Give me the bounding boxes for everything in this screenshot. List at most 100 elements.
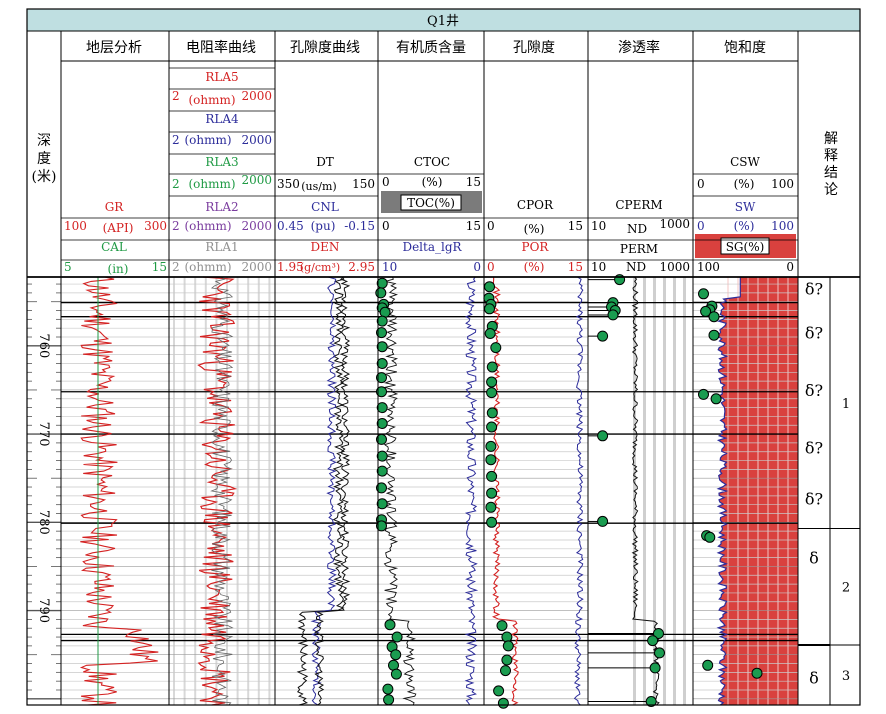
ctoc-unit: (%): [422, 175, 443, 189]
por-sample-dot: [484, 303, 495, 315]
dt-lo: 350: [277, 177, 300, 191]
por-sample-dot: [484, 281, 495, 293]
perm-hi: 1000: [659, 260, 690, 274]
por-sample-dot: [486, 361, 498, 373]
por-sample-dot: [490, 342, 502, 354]
sw-curve: [716, 277, 741, 706]
sw-sample-dot: [704, 531, 716, 543]
conclusion-zone-label: 3: [842, 669, 850, 684]
gr-name: GR: [105, 200, 125, 214]
toc-sample-dot: [376, 450, 388, 462]
dt-unit: (us/m): [301, 180, 336, 193]
sw-sample-dot: [700, 305, 712, 317]
sg-name: SG(%): [726, 240, 765, 254]
sw-sample-dot: [710, 393, 722, 405]
cpor-lo: 0: [487, 219, 495, 233]
por-sample-dot: [502, 640, 514, 652]
rla3-hi: 2000: [241, 173, 272, 187]
toc-sample-dot: [376, 433, 387, 445]
den-name: DEN: [311, 240, 340, 254]
perm-sample-dot: [654, 647, 665, 659]
rla5-name: RLA5: [205, 70, 238, 84]
toc-sample-dot: [376, 341, 388, 353]
cpor-curve: [573, 276, 584, 706]
rla4-unit: (ohmm): [184, 133, 231, 147]
conclusion-zone-label: 1: [842, 397, 850, 412]
csw-unit: (%): [734, 177, 755, 191]
toc-legend-box: [400, 194, 462, 211]
por-unit: (%): [524, 260, 545, 274]
ctoc-hi: 15: [466, 175, 481, 189]
toc-sample-dot: [376, 358, 388, 369]
ctoc-name: CTOC: [414, 155, 450, 169]
perm-grid-band: [643, 277, 646, 705]
conclusion-mark: δ?: [805, 381, 823, 400]
cnl-hi: -0.15: [344, 219, 375, 233]
perm-sample-dot: [597, 330, 609, 342]
dt-curve: [296, 276, 346, 706]
por-sample-dot: [501, 654, 513, 666]
chart-title: Q1井: [427, 14, 459, 29]
cperm-lo: 10: [591, 219, 606, 233]
rla1-lo: 2: [172, 260, 180, 274]
toc-sample-dot: [376, 402, 388, 414]
sw-sample-dot: [751, 667, 763, 679]
csw-lo: 0: [697, 177, 705, 191]
por-sample-dot: [496, 620, 508, 632]
perm-sample-dot: [647, 635, 659, 647]
res-grid-band: [257, 277, 260, 705]
sg-legend-box: [720, 237, 770, 255]
cal-name: CAL: [101, 240, 127, 254]
col-title-organic: 有机质含量: [396, 40, 466, 56]
toc-sample-dot: [391, 631, 403, 643]
por-name: POR: [522, 240, 550, 254]
res-grid-band: [268, 277, 271, 705]
rla1-hi: 2000: [241, 260, 272, 274]
cperm-hi: 1000: [659, 217, 690, 231]
depth-header-3: (米): [32, 169, 57, 185]
conclusion-mark: δ?: [805, 280, 823, 299]
sw-sample-dot: [708, 329, 720, 341]
conclusion-mark: δ: [809, 669, 819, 688]
conclusion-header-3: 结: [824, 165, 838, 181]
por-sample-dot: [486, 487, 498, 499]
por-sample-dot: [497, 697, 509, 709]
csw-hi: 100: [771, 177, 794, 191]
perm-sample-dot: [607, 309, 619, 321]
res-grid-band: [226, 277, 228, 705]
res-grid-band: [236, 277, 239, 705]
por-sample-dot: [500, 665, 511, 677]
cal-unit: (in): [108, 262, 129, 276]
rla2-lo: 2: [172, 219, 180, 233]
toc-name: TOC(%): [407, 196, 455, 210]
por-sample-dot: [486, 407, 498, 419]
rla5-hi: 2000: [241, 89, 272, 103]
toc-sample-dot: [375, 287, 387, 299]
cal-lo: 5: [64, 260, 72, 274]
dlgr-lo: 10: [382, 260, 397, 274]
ctoc-lo: 0: [382, 175, 390, 189]
sw-sample-dot: [698, 288, 709, 300]
perm-sample-dot: [597, 515, 609, 527]
rla1-curve: [210, 276, 234, 706]
col-title-permeability: 渗透率: [618, 39, 660, 56]
res-grid-band: [204, 277, 207, 705]
toc-sample-dot: [376, 315, 388, 327]
toc-sample-dot: [390, 668, 402, 680]
conclusion-mark: δ?: [805, 324, 823, 343]
den-hi: 2.95: [348, 260, 375, 274]
toc-sample-dot: [376, 520, 387, 532]
rla3-lo: 2: [172, 177, 180, 191]
rla4-lo: 2: [172, 133, 180, 147]
rla1-name: RLA1: [205, 240, 238, 254]
perm-sample-dot: [649, 662, 661, 674]
rla2-hi: 2000: [241, 219, 272, 233]
perm-grid-band: [663, 277, 666, 705]
toc-sample-dot: [390, 649, 402, 661]
col-title-strata: 地层分析: [86, 40, 142, 56]
sw-lo: 0: [697, 219, 705, 233]
por-sample-dot: [485, 501, 497, 513]
toc-sample-dot: [384, 619, 396, 631]
cal-hi: 15: [152, 260, 167, 274]
rla2-name: RLA2: [205, 200, 238, 214]
